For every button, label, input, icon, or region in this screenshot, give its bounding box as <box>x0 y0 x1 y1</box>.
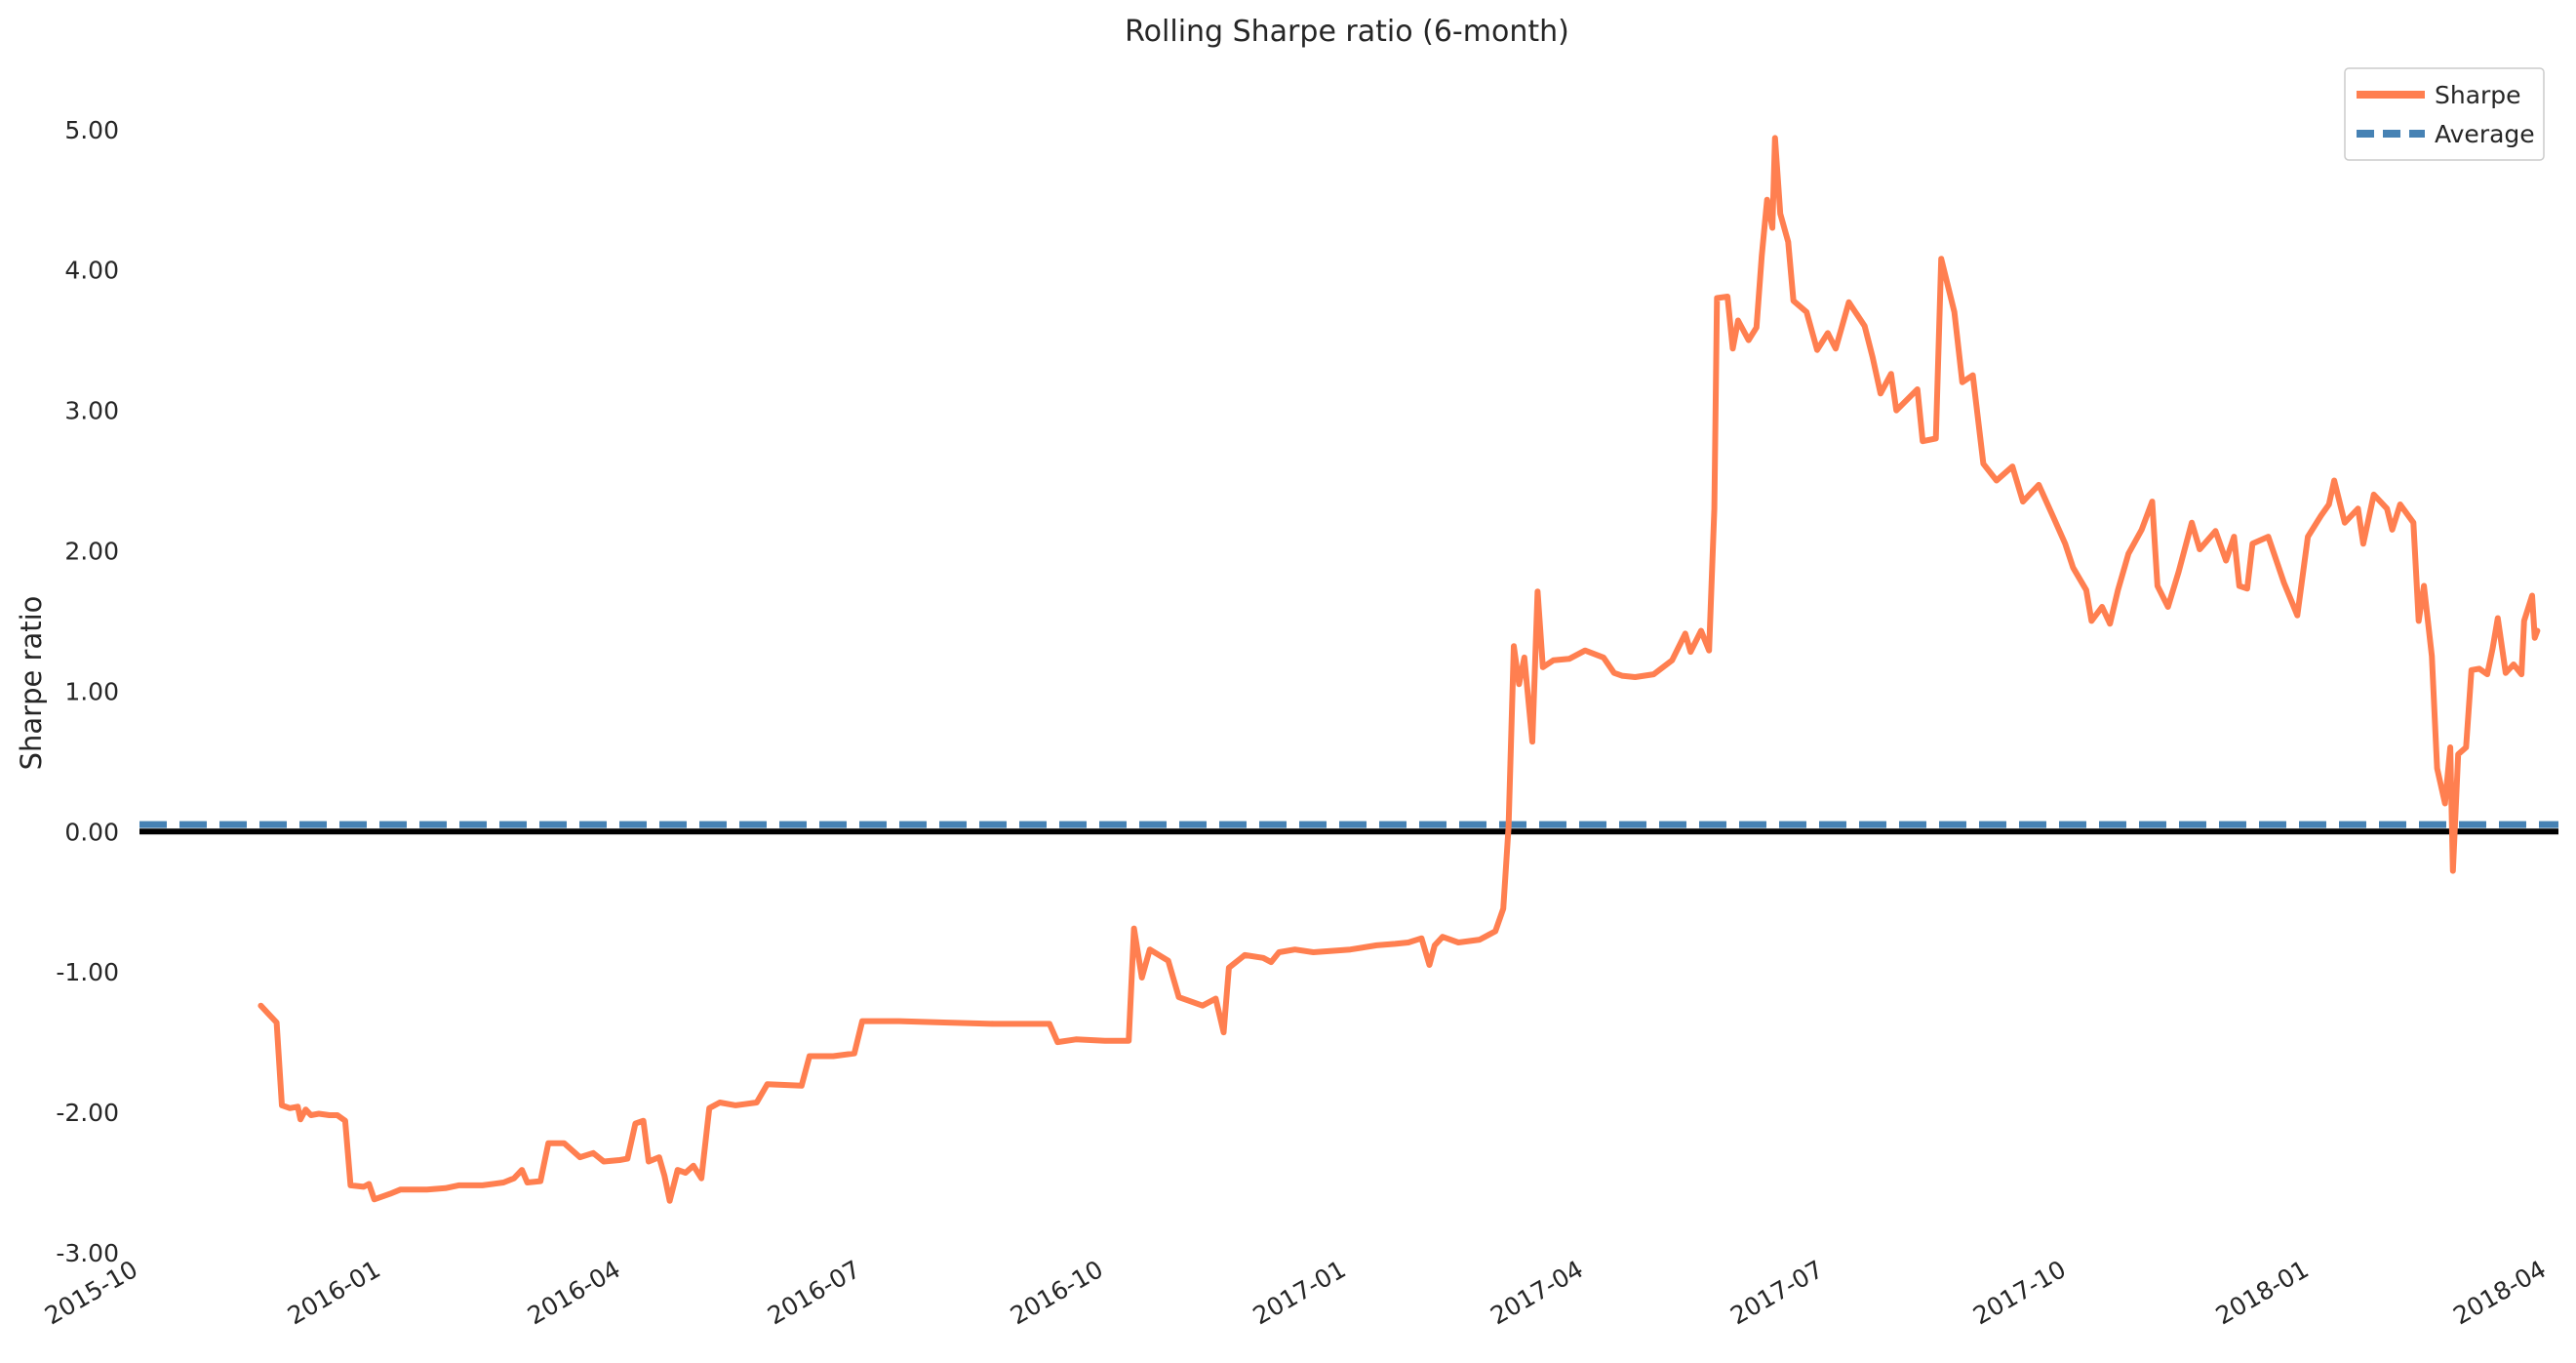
x-tick-label: 2017-07 <box>1725 1255 1828 1330</box>
y-axis-ticks: 5.00 4.00 3.00 2.00 1.00 0.00 -1.00 -2.00 -3.00 <box>56 116 119 1267</box>
x-tick-label: 2017-04 <box>1486 1255 1588 1330</box>
x-tick-label: 2016-07 <box>763 1255 865 1330</box>
y-tick-label: 4.00 <box>64 257 119 285</box>
x-tick-label: 2018-04 <box>2448 1255 2551 1330</box>
y-tick-label: 3.00 <box>64 397 119 425</box>
x-tick-label: 2018-01 <box>2211 1255 2314 1330</box>
y-axis-label: Sharpe ratio <box>15 596 48 771</box>
x-axis-ticks: 2015-10 2016-01 2016-04 2016-07 2016-10 2017-… <box>40 1255 2551 1330</box>
legend: Sharpe Average <box>2344 67 2545 161</box>
y-tick-label: -2.00 <box>56 1099 119 1127</box>
x-tick-label: 2016-04 <box>523 1255 625 1330</box>
x-tick-label: 2016-10 <box>1006 1255 1108 1330</box>
y-tick-label: 1.00 <box>64 677 119 705</box>
chart-title: Rolling Sharpe ratio (6-month) <box>1125 15 1569 49</box>
legend-label-sharpe: Sharpe <box>2435 81 2521 109</box>
y-tick-label: 2.00 <box>64 537 119 565</box>
plot-lines <box>139 135 2558 1204</box>
sharpe-series-line <box>258 135 2541 1204</box>
x-tick-label: 2016-01 <box>283 1255 385 1330</box>
y-tick-label: 0.00 <box>64 818 119 846</box>
y-tick-label: -3.00 <box>56 1239 119 1267</box>
y-tick-label: -1.00 <box>56 958 119 986</box>
x-tick-label: 2017-01 <box>1248 1255 1351 1330</box>
y-tick-label: 5.00 <box>64 116 119 144</box>
x-tick-label: 2017-10 <box>1968 1255 2071 1330</box>
legend-label-average: Average <box>2435 120 2535 148</box>
